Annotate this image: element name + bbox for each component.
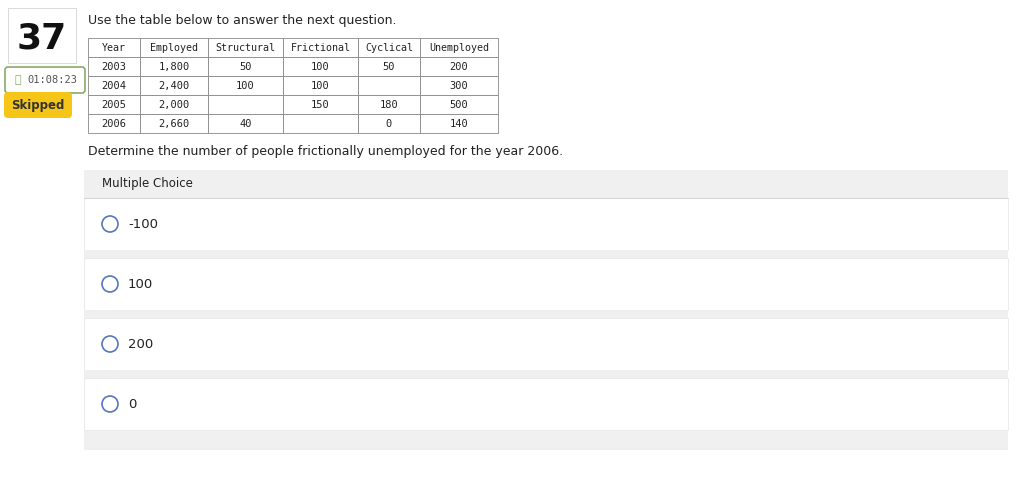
Bar [84, 370, 1008, 378]
Text: Skipped: Skipped [11, 98, 65, 111]
Text: 01:08:23: 01:08:23 [27, 75, 77, 85]
Text: 40: 40 [240, 119, 252, 129]
Text: 100: 100 [128, 278, 154, 291]
Bar [358, 114, 420, 133]
Text: 50: 50 [240, 62, 252, 72]
Text: 2003: 2003 [101, 62, 127, 72]
Text: Year: Year [102, 43, 126, 53]
Bar [140, 76, 208, 95]
Text: Frictional: Frictional [291, 43, 350, 53]
Bar [88, 57, 140, 76]
Text: 200: 200 [128, 337, 154, 350]
Text: 2004: 2004 [101, 80, 127, 90]
Bar [84, 250, 1008, 258]
Bar [208, 38, 283, 57]
Bar [420, 76, 498, 95]
Text: 2006: 2006 [101, 119, 127, 129]
Bar [140, 57, 208, 76]
Text: 1,800: 1,800 [159, 62, 189, 72]
Text: 100: 100 [311, 80, 330, 90]
Bar [88, 76, 140, 95]
Bar [84, 258, 1008, 310]
Text: 100: 100 [311, 62, 330, 72]
Text: ⌛: ⌛ [14, 75, 22, 85]
Bar [283, 114, 358, 133]
Text: Unemployed: Unemployed [429, 43, 489, 53]
Bar [88, 38, 140, 57]
Bar [84, 310, 1008, 318]
Text: 37: 37 [16, 21, 68, 55]
Text: 2,660: 2,660 [159, 119, 189, 129]
Bar [283, 38, 358, 57]
Text: 500: 500 [450, 99, 468, 109]
Bar [420, 38, 498, 57]
Text: 0: 0 [128, 398, 136, 411]
Bar [358, 95, 420, 114]
Bar [88, 114, 140, 133]
Bar [283, 57, 358, 76]
Bar [84, 318, 1008, 370]
Text: 0: 0 [386, 119, 392, 129]
Bar [420, 95, 498, 114]
Text: Determine the number of people frictionally unemployed for the year 2006.: Determine the number of people frictiona… [88, 145, 563, 158]
Text: Structural: Structural [215, 43, 275, 53]
Text: 300: 300 [450, 80, 468, 90]
Bar [84, 198, 1008, 250]
Text: -100: -100 [128, 217, 158, 230]
Text: Use the table below to answer the next question.: Use the table below to answer the next q… [88, 14, 396, 27]
Bar [8, 8, 76, 63]
Text: Multiple Choice: Multiple Choice [102, 177, 193, 191]
Bar [208, 76, 283, 95]
Text: 2,400: 2,400 [159, 80, 189, 90]
Text: 2005: 2005 [101, 99, 127, 109]
Bar [358, 38, 420, 57]
FancyBboxPatch shape [5, 67, 85, 93]
Text: Cyclical: Cyclical [365, 43, 413, 53]
Text: 140: 140 [450, 119, 468, 129]
Bar [140, 38, 208, 57]
Bar [420, 114, 498, 133]
Bar [140, 114, 208, 133]
Bar [88, 95, 140, 114]
Bar [283, 95, 358, 114]
Bar [283, 76, 358, 95]
Bar [208, 95, 283, 114]
Text: 50: 50 [383, 62, 395, 72]
Text: 150: 150 [311, 99, 330, 109]
Bar [140, 95, 208, 114]
Bar [208, 57, 283, 76]
FancyBboxPatch shape [4, 92, 72, 118]
Text: 2,000: 2,000 [159, 99, 189, 109]
Bar [358, 57, 420, 76]
Bar [358, 76, 420, 95]
Bar [84, 170, 1008, 450]
Bar [208, 114, 283, 133]
Text: 200: 200 [450, 62, 468, 72]
Bar [420, 57, 498, 76]
Text: Employed: Employed [150, 43, 198, 53]
Text: 100: 100 [237, 80, 255, 90]
Text: 180: 180 [380, 99, 398, 109]
Bar [84, 378, 1008, 430]
